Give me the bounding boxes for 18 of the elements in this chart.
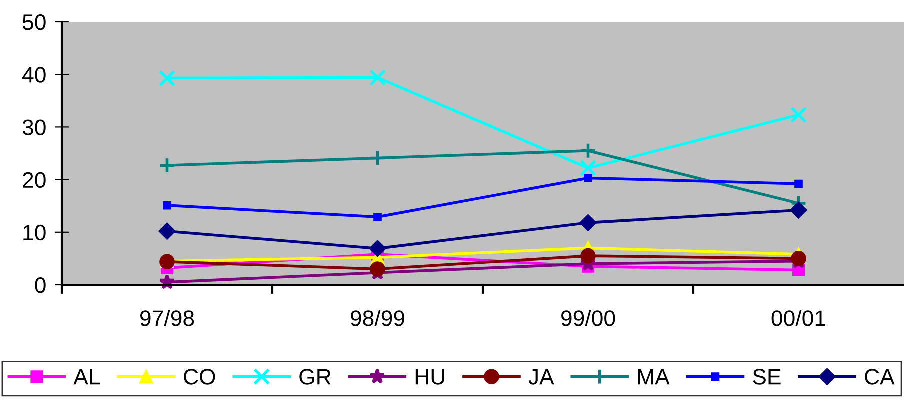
legend-label: CA (865, 369, 895, 385)
y-tick-label: 50 (22, 14, 46, 30)
y-tick-label: 40 (22, 67, 46, 83)
x-tick-label: 98/99 (350, 310, 405, 326)
y-tick-label: 20 (23, 172, 46, 188)
legend-label: HU (416, 369, 444, 385)
legend-label: CO (184, 369, 216, 385)
x-tick-label: 97/98 (140, 310, 194, 326)
y-tick-label: 30 (22, 120, 46, 136)
legend-label: MA (638, 369, 670, 385)
legend-label: JA (528, 369, 554, 385)
x-tick-label: 00/01 (772, 310, 826, 326)
legend-label: AL (74, 369, 100, 385)
y-tick-label: 10 (24, 224, 46, 241)
x-tick-label: 99/00 (561, 310, 616, 326)
legend-label: GR (300, 369, 331, 385)
y-tick-label: 0 (35, 278, 46, 294)
legend-label: SE (753, 369, 781, 385)
